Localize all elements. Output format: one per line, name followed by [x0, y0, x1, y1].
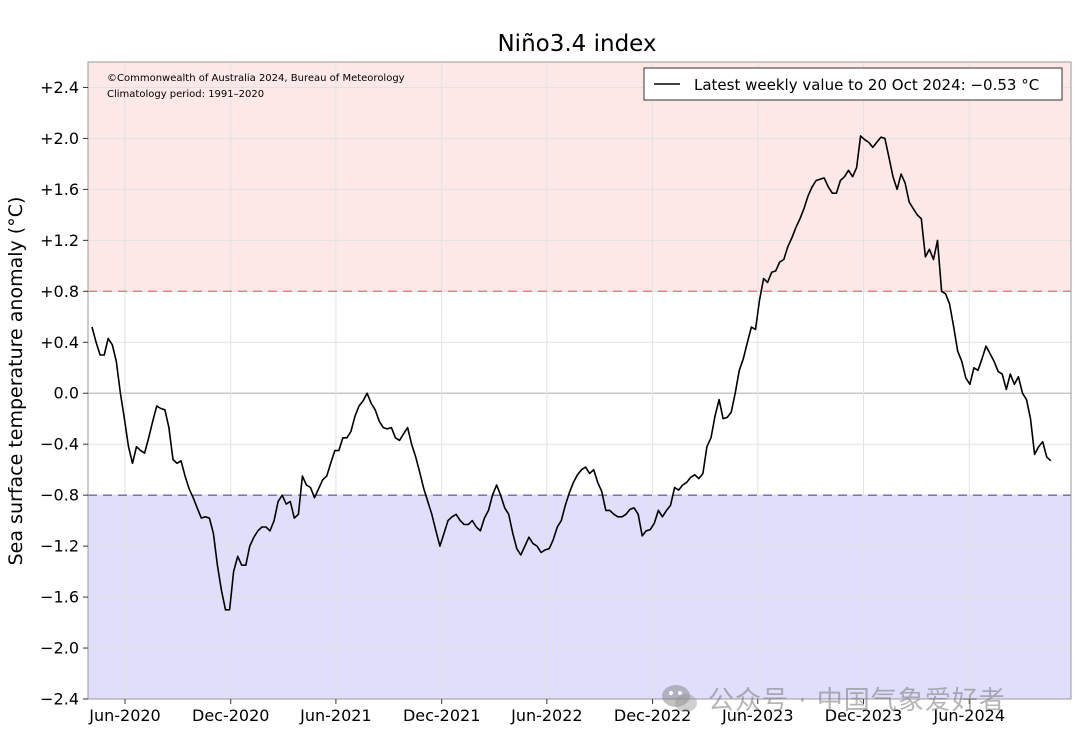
grid-lines [88, 62, 1071, 700]
watermark: 公众号 · 中国气象爱好者 [660, 678, 1006, 718]
y-tick-label: +1.6 [40, 180, 79, 199]
watermark-text: 公众号 · 中国气象爱好者 [708, 685, 1006, 716]
x-tick-label: Dec-2022 [614, 706, 691, 725]
x-tick-label: Jun-2021 [299, 706, 372, 725]
x-axis-ticks: Jun-2020 Dec-2020 Jun-2021 Dec-2021 Jun-2022… [88, 699, 1005, 725]
y-tick-label: −2.4 [40, 690, 79, 709]
x-tick-label: Jun-2024 [933, 706, 1006, 725]
x-tick-label: Jun-2022 [510, 706, 583, 725]
y-tick-label: +0.4 [40, 333, 79, 352]
y-tick-label: 0.0 [54, 384, 79, 403]
nino34-series-line [91, 135, 1052, 611]
climatology-annotation: Climatology period: 1991–2020 [107, 89, 264, 100]
legend-label: Latest weekly value to 20 Oct 2024: −0.5… [694, 76, 1039, 94]
y-tick-label: +2.4 [40, 78, 79, 97]
x-tick-label: Dec-2021 [403, 706, 480, 725]
plot-frame [87, 61, 1072, 700]
y-axis-label: Sea surface temperature anomaly (°C) [5, 197, 27, 566]
legend-box [643, 67, 1063, 101]
y-tick-label: +1.2 [40, 231, 79, 250]
y-tick-label: −2.0 [40, 639, 79, 658]
x-tick-label: Dec-2023 [825, 706, 902, 725]
x-tick-label: Jun-2023 [721, 706, 794, 725]
wechat-icon [660, 678, 700, 718]
y-tick-label: −0.4 [40, 435, 79, 454]
x-tick-label: Dec-2020 [192, 706, 269, 725]
chart-title: Niño3.4 index [497, 31, 656, 57]
y-tick-label: +2.0 [40, 129, 79, 148]
y-tick-label: +0.8 [40, 282, 79, 301]
legend: Latest weekly value to 20 Oct 2024: −0.5… [643, 67, 1063, 101]
y-tick-label: −0.8 [40, 486, 79, 505]
x-tick-label: Jun-2020 [88, 706, 161, 725]
y-axis-ticks: −2.4 −2.0 −1.6 −1.2 −0.8 −0.4 0.0 +0.4 +0.8 +1.2 +… [40, 78, 88, 709]
anomaly-regions [88, 62, 1071, 699]
copyright-annotation: ©Commonwealth of Australia 2024, Bureau … [107, 73, 405, 84]
y-tick-label: −1.2 [40, 537, 79, 556]
y-tick-label: −1.6 [40, 588, 79, 607]
